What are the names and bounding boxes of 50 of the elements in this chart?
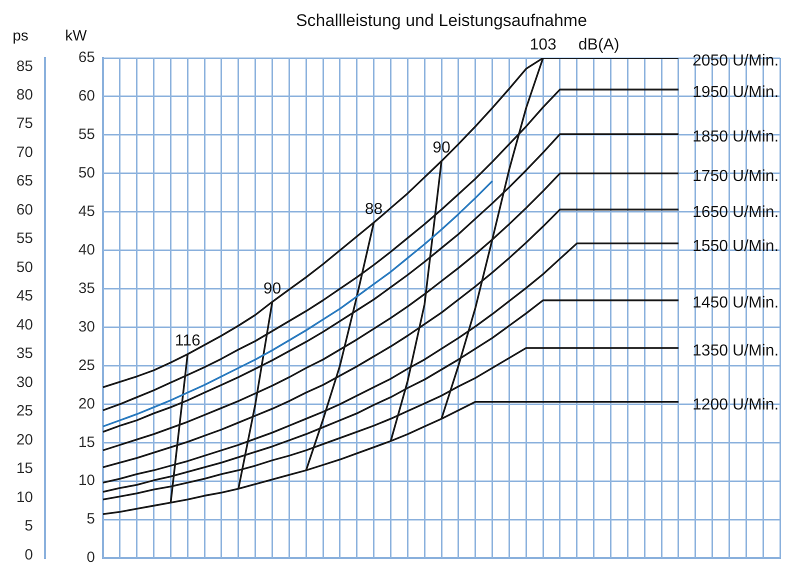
y-tick-label: 40 <box>78 241 95 258</box>
y2-tick-label: 80 <box>16 86 33 104</box>
y-tick-label: 15 <box>78 434 95 451</box>
text: dB(A) <box>578 36 620 54</box>
series-label: 1550 U/Min. <box>692 238 779 255</box>
series-label: 1350 U/Min. <box>692 342 779 360</box>
y-tick-label: 45 <box>78 202 95 220</box>
y-tick-label: 30 <box>78 318 95 336</box>
series-label: 1950 U/Min. <box>692 84 779 101</box>
y-tick-label: 0 <box>86 549 95 566</box>
y2-tick-label: 20 <box>16 431 33 448</box>
series-label: 1750 U/Min. <box>692 168 779 185</box>
y2-tick-label: 35 <box>16 345 33 362</box>
y-tick-label: 65 <box>78 49 95 66</box>
series-label: 103 <box>530 36 556 54</box>
series-label: 1650 U/Min. <box>692 204 779 221</box>
y2-tick-label: 50 <box>16 258 33 276</box>
y-tick-label: 35 <box>78 280 95 297</box>
y-tick-label: 25 <box>78 356 95 374</box>
series-label: 1200 U/Min. <box>692 396 779 414</box>
series-label: 116 <box>174 332 200 350</box>
series-label: 88 <box>364 201 383 218</box>
y-tick-label: 55 <box>78 126 95 144</box>
y-tick-label: 50 <box>78 164 95 182</box>
y2-tick-label: 40 <box>16 316 33 334</box>
y2-axis-title: ps <box>12 28 28 45</box>
series-label: 1450 U/Min. <box>692 294 779 312</box>
y2-tick-label: 65 <box>16 172 33 190</box>
y-tick-label: 20 <box>78 395 95 412</box>
series-label: 1850 U/Min. <box>692 128 779 146</box>
series-label: 90 <box>432 139 450 156</box>
y2-tick-label: 70 <box>16 144 33 161</box>
y-tick-label: 10 <box>78 472 95 490</box>
y2-tick-label: 25 <box>16 402 33 420</box>
y-tick-label: 5 <box>86 510 95 528</box>
y2-tick-label: 85 <box>16 58 33 75</box>
y2-tick-label: 5 <box>24 518 33 535</box>
y-axis-title: kW <box>65 28 88 45</box>
series-label: 2050 U/Min. <box>692 52 779 70</box>
y2-tick-label: 30 <box>16 374 33 391</box>
chart-title: Schallleistung und Leistungsaufnahme <box>296 11 588 30</box>
series-label: 90 <box>263 280 282 298</box>
y2-tick-label: 10 <box>16 488 33 506</box>
y2-tick-label: 0 <box>24 546 33 564</box>
y2-tick-label: 75 <box>16 115 33 132</box>
y2-tick-label: 55 <box>16 230 33 248</box>
y-tick-label: 60 <box>78 88 95 105</box>
y2-tick-label: 60 <box>16 201 33 218</box>
y2-tick-label: 15 <box>16 460 33 478</box>
y2-tick-label: 45 <box>16 288 33 305</box>
